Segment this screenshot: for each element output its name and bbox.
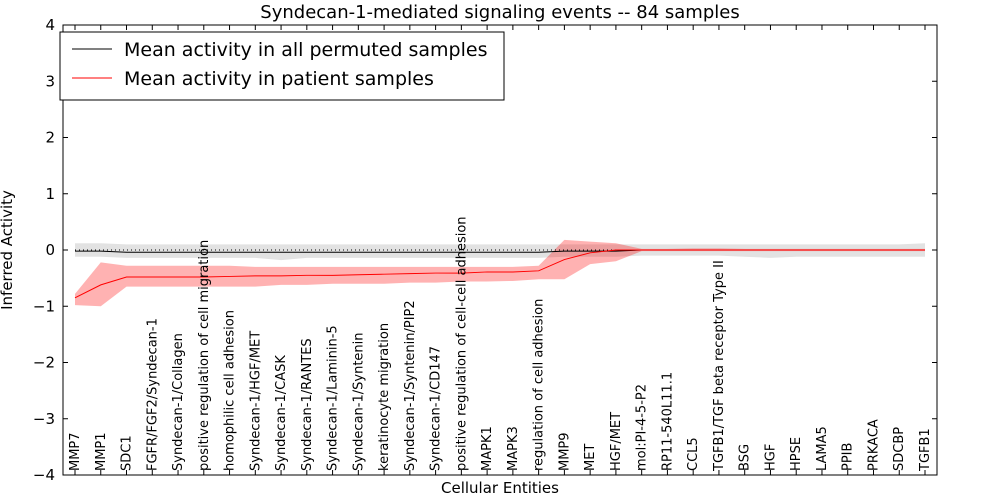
x-tick-label: Syndecan-1/Collagen [171,333,186,471]
y-tick-label: 3 [45,72,55,90]
x-tick-label: Syndecan-1/RANTES [300,338,315,471]
legend-label-patient: Mean activity in patient samples [124,68,434,90]
y-tick-label: 1 [45,185,55,203]
x-tick-label: LAMA5 [815,426,830,471]
x-tick-label: HPSE [789,437,804,471]
x-tick-label: CCL5 [686,437,701,471]
y-tick-label: −1 [33,297,55,315]
x-tick-label: MMP1 [94,432,109,471]
x-tick-label: PRKACA [866,419,881,471]
x-tick-label: Syndecan-1/CD147 [429,346,444,471]
x-tick-label: BSG [738,444,753,471]
x-tick-label: Syndecan-1/HGF/MET [248,331,263,471]
chart-title: Syndecan-1-mediated signaling events -- … [260,2,739,23]
x-tick-label: positive regulation of cell migration [197,240,212,471]
x-tick-label: MAPK1 [480,426,495,471]
x-tick-label: PPIB [841,443,856,471]
y-tick-label: −4 [33,466,55,484]
y-tick-label: 2 [45,129,55,147]
x-tick-label: HGF [763,444,778,471]
x-tick-label: Syndecan-1/Laminin-5 [326,325,341,471]
band-patient [75,239,925,307]
x-tick-label: positive regulation of cell-cell adhesio… [454,216,469,471]
legend: Mean activity in all permuted samples Me… [59,31,505,101]
x-tick-label: RP11-540L11.1 [660,372,675,471]
x-tick-label: SDC1 [120,435,135,471]
y-tick-label: −2 [33,354,55,372]
x-tick-label: HGF/MET [609,412,624,471]
x-tick-label: MMP7 [68,432,83,471]
x-tick-label: TGFB1/TGF beta receptor Type II [712,260,727,472]
x-axis-label: Cellular Entities [441,479,559,497]
band-permuted [75,243,925,261]
legend-box [59,31,505,101]
y-axis-label: Inferred Activity [0,190,16,310]
x-tick-label: MMP9 [557,432,572,471]
x-tick-label: MAPK3 [506,426,521,471]
x-tick-label: Syndecan-1/Syntenin [351,333,366,472]
x-tick-label: homophilic cell adhesion [223,310,238,471]
x-tick-label: TGFB1 [918,428,933,472]
y-tick-label: −3 [33,410,55,428]
y-tick-label: 4 [45,16,55,34]
axes: −4 −3 −2 −1 0 1 2 3 4 MMP7 MMP1 SDC1 FGFR/FGF2/Synde… [33,16,937,484]
x-tick-label: Syndecan-1/Syntenin/PIP2 [403,300,418,471]
x-tick-label: regulation of cell adhesion [532,299,547,471]
x-tick-label: SDCBP [892,427,907,471]
legend-label-permuted: Mean activity in all permuted samples [124,39,487,61]
x-tick-label: mol:PI-4-5-P2 [635,384,650,471]
x-tick-label: Syndecan-1/CASK [274,355,289,471]
plot-area [74,239,925,307]
x-tick-label: keratinocyte migration [377,323,392,471]
x-tick-label: FGFR/FGF2/Syndecan-1 [145,318,160,471]
x-tick-label: MET [583,444,598,471]
series-line-patient [74,249,925,299]
y-tick-label: 0 [45,241,55,259]
